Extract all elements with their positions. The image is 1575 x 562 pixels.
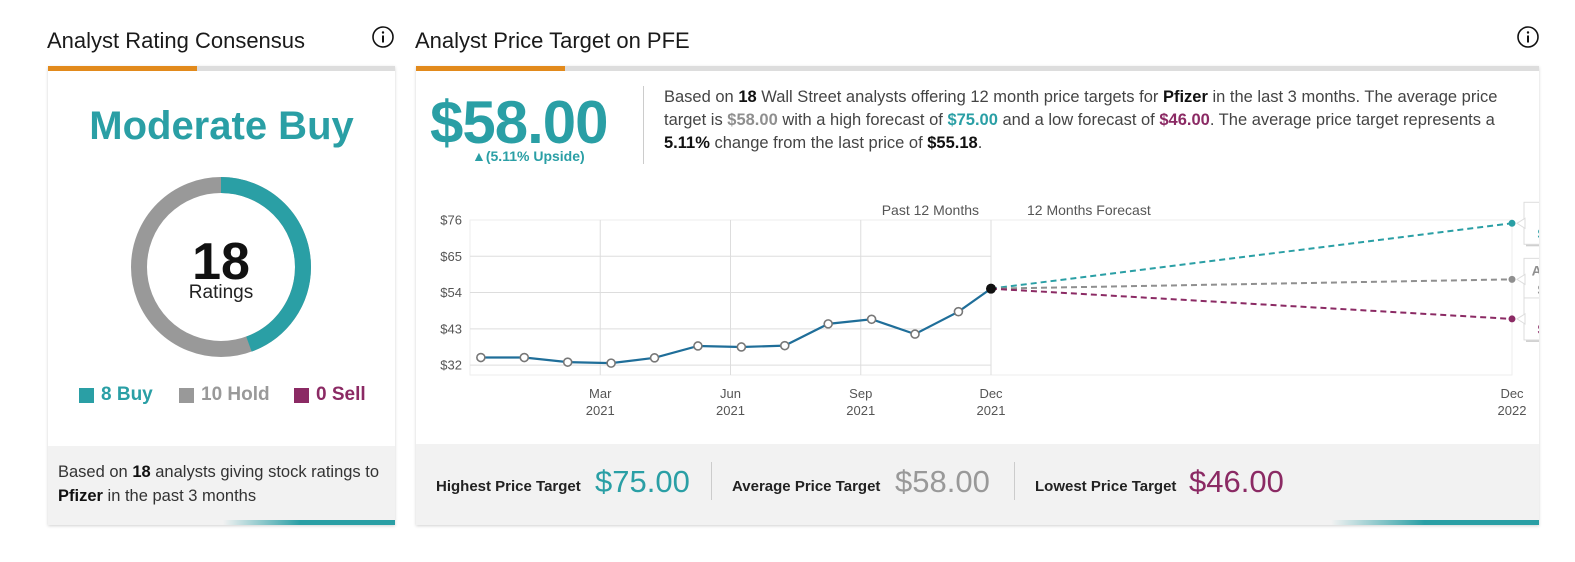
legend-hold-label: 10 Hold bbox=[201, 384, 270, 405]
highest-target-label: Highest Price Target bbox=[436, 478, 581, 495]
hold-swatch bbox=[179, 387, 194, 403]
legend-hold: 10 Hold bbox=[179, 384, 270, 406]
price-point bbox=[649, 353, 660, 363]
x-tick-month: Dec bbox=[1500, 386, 1524, 401]
rating-consensus-title: Analyst Rating Consensus bbox=[47, 28, 306, 53]
legend-sell-label: 0 Sell bbox=[316, 384, 366, 405]
card-top-accent bbox=[416, 66, 565, 71]
x-tick-month: Sep bbox=[849, 386, 872, 401]
rating-footer: Based on 18 analysts giving stock rating… bbox=[48, 446, 395, 525]
info-icon[interactable] bbox=[1516, 25, 1540, 49]
sell-swatch bbox=[294, 387, 309, 403]
average-target-value: $58.00 bbox=[895, 464, 990, 499]
y-tick-label: $32 bbox=[440, 358, 462, 373]
x-tick-month: Dec bbox=[979, 386, 1003, 401]
donut-buy-segment bbox=[131, 177, 311, 357]
price-line bbox=[480, 287, 992, 365]
forecast-end-point-low bbox=[1508, 315, 1516, 323]
price-point bbox=[606, 358, 616, 368]
price-target-card: $58.00 ▲(5.11% Upside) Based on 18 Wall … bbox=[416, 66, 1539, 525]
forecast-line-average bbox=[990, 278, 1513, 290]
y-tick-label: $76 bbox=[440, 213, 462, 228]
price-point bbox=[866, 314, 877, 325]
card-bottom-bar bbox=[1331, 520, 1539, 525]
average-target-label: Average Price Target bbox=[732, 478, 881, 495]
price-point bbox=[476, 352, 486, 363]
forecast-callout-value: $46.00 bbox=[1538, 321, 1539, 337]
legend-buy-label: 8 Buy bbox=[101, 384, 153, 405]
forecast-line-high bbox=[990, 222, 1513, 290]
card-top-bar bbox=[48, 66, 395, 71]
price-point bbox=[779, 340, 790, 351]
card-top-accent bbox=[48, 66, 197, 71]
forecast-line-low bbox=[990, 287, 1513, 320]
card-top-bar bbox=[416, 66, 1539, 71]
y-tick-label: $54 bbox=[440, 285, 462, 300]
buy-swatch bbox=[79, 387, 94, 403]
forecast-callout-pointer bbox=[1516, 313, 1526, 325]
x-tick-year: 2021 bbox=[586, 403, 615, 418]
y-tick-label: $43 bbox=[440, 321, 462, 336]
lowest-target-label: Lowest Price Target bbox=[1035, 478, 1177, 495]
average-price-target: $58.00 bbox=[430, 89, 609, 156]
forecast-end-point-high bbox=[1508, 219, 1516, 227]
forecast-callout-pointer bbox=[1516, 273, 1526, 286]
forecast-callout-label: Average bbox=[1532, 262, 1539, 278]
current-price-point bbox=[986, 283, 996, 294]
forecast-callout-pointer bbox=[1516, 217, 1526, 230]
x-tick-month: Mar bbox=[589, 386, 612, 401]
price-target-chart: $32 $43 $54 $65 $76 Mar 2021 Jun 2021 Sep 2021 Dec 2… bbox=[440, 201, 1539, 418]
card-bottom-bar bbox=[223, 520, 395, 525]
price-target-summary: Highest Price Target $75.00 Average Pric… bbox=[416, 444, 1539, 525]
x-tick-month: Jun bbox=[720, 386, 741, 401]
price-point bbox=[736, 342, 747, 352]
highest-target-value: $75.00 bbox=[595, 464, 690, 499]
price-point bbox=[693, 341, 703, 351]
upside-label: ▲(5.11% Upside) bbox=[472, 148, 585, 164]
price-point bbox=[910, 329, 920, 339]
rating-consensus-card: Moderate Buy 18 Ratings 8 Buy 10 Hold 0 … bbox=[48, 66, 395, 525]
price-target-title: Analyst Price Target on PFE bbox=[415, 28, 690, 53]
price-point bbox=[953, 306, 964, 317]
y-tick-label: $65 bbox=[440, 249, 462, 264]
legend-sell: 0 Sell bbox=[294, 384, 366, 406]
summary-divider bbox=[1014, 462, 1015, 500]
info-icon[interactable] bbox=[371, 25, 395, 49]
rating-footer-text: Based on 18 analysts giving stock rating… bbox=[58, 463, 380, 505]
forecast-callout-value: $75.00 bbox=[1538, 225, 1539, 241]
total-ratings: 18 bbox=[192, 233, 250, 291]
ratings-label: Ratings bbox=[188, 282, 254, 303]
price-point bbox=[562, 357, 573, 367]
summary-divider bbox=[711, 462, 712, 500]
past-period-label: Past 12 Months bbox=[882, 202, 979, 218]
x-tick-year: 2021 bbox=[716, 403, 745, 418]
price-point bbox=[519, 352, 530, 363]
forecast-period-label: 12 Months Forecast bbox=[1027, 202, 1151, 218]
lowest-target-value: $46.00 bbox=[1189, 464, 1284, 499]
x-tick-year: 2022 bbox=[1498, 403, 1527, 418]
price-target-description: Based on 18 Wall Street analysts offerin… bbox=[664, 88, 1498, 152]
price-point bbox=[823, 319, 833, 329]
x-tick-year: 2021 bbox=[977, 403, 1006, 418]
forecast-end-point-average bbox=[1508, 275, 1516, 283]
ratings-donut bbox=[131, 177, 311, 357]
x-tick-year: 2021 bbox=[846, 403, 875, 418]
forecast-callout-value: $58.00 bbox=[1538, 281, 1539, 297]
header-divider bbox=[643, 86, 644, 164]
consensus-label: Moderate Buy bbox=[89, 104, 354, 148]
legend-buy: 8 Buy bbox=[79, 384, 153, 406]
